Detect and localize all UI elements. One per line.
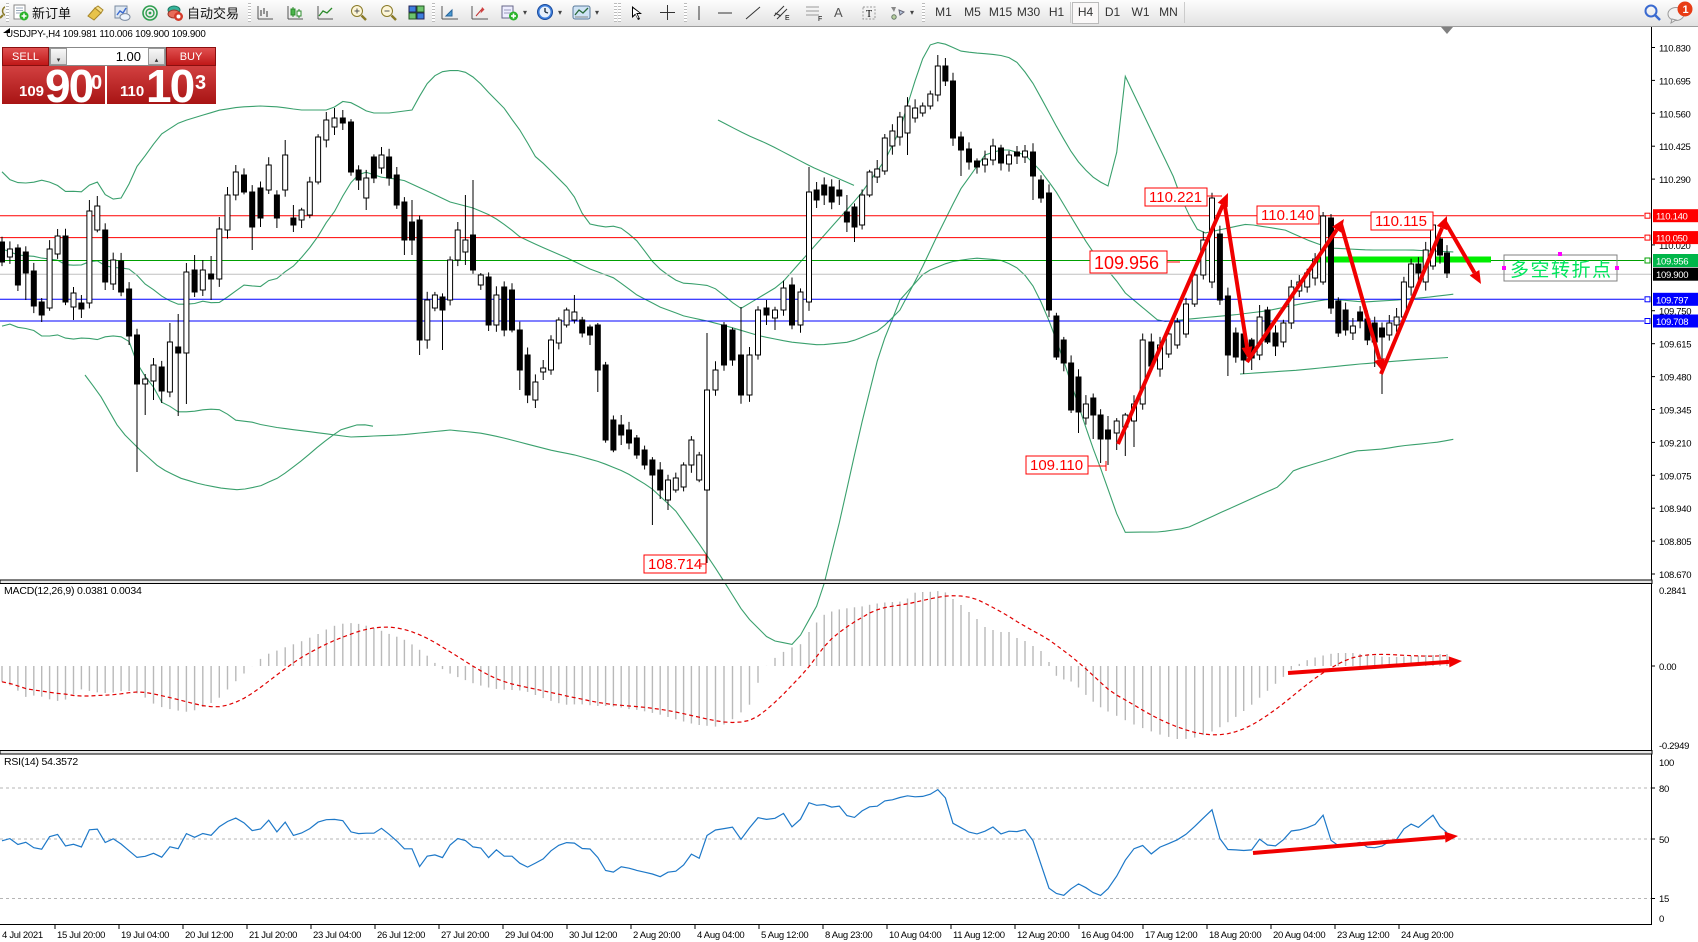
svg-text:MACD(12,26,9) 0.0381 0.0034: MACD(12,26,9) 0.0381 0.0034	[4, 585, 142, 597]
svg-text:15 Jul 20:00: 15 Jul 20:00	[57, 930, 105, 941]
svg-text:-0.2949: -0.2949	[1659, 741, 1689, 752]
svg-text:110.425: 110.425	[1659, 142, 1691, 153]
svg-text:109.480: 109.480	[1659, 373, 1691, 384]
svg-text:110.830: 110.830	[1659, 44, 1691, 55]
svg-text:0.00: 0.00	[1659, 662, 1676, 673]
svg-text:109.708: 109.708	[1656, 317, 1688, 328]
svg-text:26 Jul 12:00: 26 Jul 12:00	[377, 930, 425, 941]
svg-text:21 Jul 20:00: 21 Jul 20:00	[249, 930, 297, 941]
svg-text:15: 15	[1659, 894, 1669, 905]
svg-text:109.797: 109.797	[1656, 295, 1688, 306]
svg-text:24 Aug 20:00: 24 Aug 20:00	[1401, 930, 1453, 941]
svg-text:1: 1	[1683, 4, 1689, 16]
svg-text:20 Aug 04:00: 20 Aug 04:00	[1273, 930, 1325, 941]
svg-text:16 Aug 04:00: 16 Aug 04:00	[1081, 930, 1133, 941]
svg-text:4 Aug 04:00: 4 Aug 04:00	[697, 930, 744, 941]
svg-text:100: 100	[1659, 758, 1674, 769]
svg-text:109.075: 109.075	[1659, 471, 1691, 482]
svg-text:109.345: 109.345	[1659, 406, 1691, 417]
svg-text:108.670: 108.670	[1659, 570, 1691, 581]
svg-text:4 Jul 2021: 4 Jul 2021	[2, 930, 43, 941]
svg-text:109.750: 109.750	[1659, 307, 1691, 318]
svg-text:2 Aug 20:00: 2 Aug 20:00	[633, 930, 680, 941]
svg-text:USDJPY-,H4 109.981 110.006 10: USDJPY-,H4 109.981 110.006 109.900 109.9…	[6, 29, 206, 40]
svg-text:109.956: 109.956	[1094, 253, 1159, 273]
svg-text:80: 80	[1659, 784, 1669, 795]
svg-text:110.140: 110.140	[1656, 212, 1688, 223]
svg-text:109.210: 109.210	[1659, 438, 1691, 449]
svg-text:F: F	[818, 16, 822, 22]
svg-text:110.560: 110.560	[1659, 109, 1691, 120]
svg-text:5 Aug 12:00: 5 Aug 12:00	[761, 930, 808, 941]
svg-text:20 Jul 12:00: 20 Jul 12:00	[185, 930, 233, 941]
svg-text:109.900: 109.900	[1656, 270, 1688, 281]
svg-text:29 Jul 04:00: 29 Jul 04:00	[505, 930, 553, 941]
svg-text:27 Jul 20:00: 27 Jul 20:00	[441, 930, 489, 941]
svg-text:109.110: 109.110	[1030, 457, 1083, 474]
svg-text:E: E	[785, 15, 790, 22]
svg-text:多空转折点: 多空转折点	[1510, 259, 1611, 281]
svg-text:110.290: 110.290	[1659, 175, 1691, 186]
svg-text:23 Jul 04:00: 23 Jul 04:00	[313, 930, 361, 941]
svg-text:19 Jul 04:00: 19 Jul 04:00	[121, 930, 169, 941]
svg-text:108.714: 108.714	[648, 556, 702, 573]
svg-text:0: 0	[1659, 914, 1664, 925]
svg-text:110.140: 110.140	[1261, 207, 1314, 224]
svg-text:108.805: 108.805	[1659, 537, 1691, 548]
svg-text:18 Aug 20:00: 18 Aug 20:00	[1209, 930, 1261, 941]
svg-text:23 Aug 12:00: 23 Aug 12:00	[1337, 930, 1389, 941]
svg-text:0.2841: 0.2841	[1659, 586, 1686, 597]
svg-text:8 Aug 23:00: 8 Aug 23:00	[825, 930, 872, 941]
svg-text:109.956: 109.956	[1656, 257, 1688, 268]
svg-text:110.695: 110.695	[1659, 76, 1691, 87]
svg-text:17 Aug 12:00: 17 Aug 12:00	[1145, 930, 1197, 941]
svg-text:11 Aug 12:00: 11 Aug 12:00	[953, 930, 1005, 941]
svg-text:110.020: 110.020	[1659, 241, 1691, 252]
svg-text:30 Jul 12:00: 30 Jul 12:00	[569, 930, 617, 941]
svg-text:108.940: 108.940	[1659, 504, 1691, 515]
svg-text:50: 50	[1659, 835, 1669, 846]
svg-text:110.050: 110.050	[1656, 234, 1688, 245]
svg-text:12 Aug 20:00: 12 Aug 20:00	[1017, 930, 1069, 941]
svg-text:RSI(14) 54.3572: RSI(14) 54.3572	[4, 756, 78, 768]
svg-text:109.615: 109.615	[1659, 340, 1691, 351]
svg-text:10 Aug 04:00: 10 Aug 04:00	[889, 930, 941, 941]
svg-text:T: T	[866, 9, 872, 20]
svg-text:110.115: 110.115	[1375, 213, 1427, 230]
svg-text:110.221: 110.221	[1149, 189, 1202, 206]
